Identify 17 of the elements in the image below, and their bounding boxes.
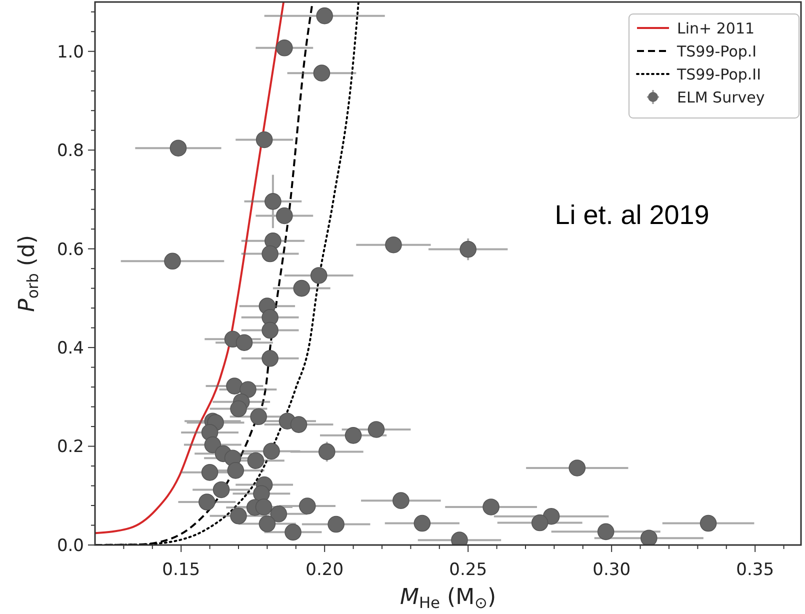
y-tick-label: 0.6 (56, 240, 84, 260)
y-tick-label: 1.0 (56, 42, 84, 62)
x-axis-title: M$_{He}$ (M$_{⊙}$) (400, 585, 496, 612)
legend-label: TS99-Pop.I (676, 42, 757, 60)
legend-label: ELM Survey (677, 88, 765, 106)
x-tick-label: 0.15 (162, 560, 200, 580)
y-tick-label: 0.2 (56, 437, 84, 458)
x-tick-label: 0.35 (736, 560, 774, 580)
x-tick-label: 0.25 (449, 560, 488, 580)
annotation: Li et. al 2019 (554, 200, 710, 230)
y-tick-label: 0.0 (56, 536, 84, 556)
y-tick-label: 0.8 (56, 141, 84, 162)
legend-label: Lin+ 2011 (677, 19, 755, 38)
y-tick-label: 0.4 (56, 338, 84, 358)
legend-label: TS99-Pop.II (676, 65, 762, 84)
x-tick-label: 0.30 (592, 560, 631, 580)
x-tick-label: 0.20 (306, 560, 344, 580)
